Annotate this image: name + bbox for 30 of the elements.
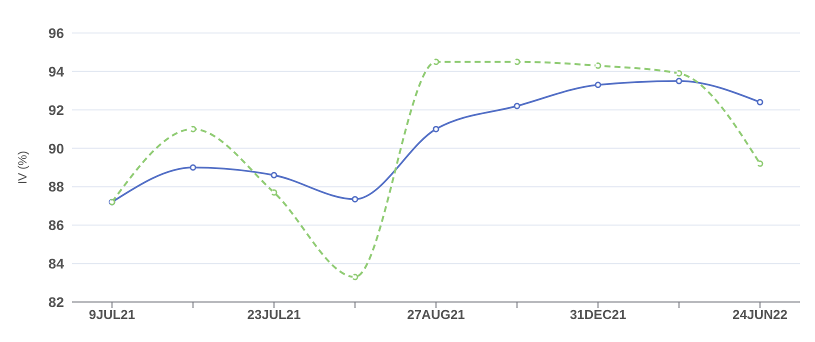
y-tick-label: 86	[48, 217, 64, 234]
point	[352, 196, 358, 202]
y-axis-title: IV (%)	[15, 150, 30, 184]
point	[190, 126, 196, 132]
point	[190, 164, 196, 171]
point	[270, 189, 278, 196]
y-tick-label: 96	[48, 24, 64, 41]
point	[514, 58, 520, 66]
x-tick-label: 27AUG21	[407, 307, 465, 322]
y-tick-label: 88	[48, 178, 64, 195]
y-tick-label: 82	[48, 294, 64, 310]
point	[756, 160, 764, 167]
point	[676, 70, 682, 77]
point	[432, 58, 440, 66]
x-tick-label: 23JUL21	[247, 307, 301, 322]
x-tick-label: 31DEC21	[570, 307, 626, 322]
x-tick-label: 9JUL21	[88, 307, 136, 322]
y-tick-label: 84	[48, 256, 64, 272]
point	[676, 78, 682, 84]
point	[756, 98, 764, 106]
point	[432, 126, 440, 132]
y-tick-label: 92	[48, 102, 64, 118]
point	[514, 102, 520, 110]
y-tick-label: 94	[48, 63, 64, 80]
x-tick-label: 24JUN22	[732, 307, 788, 322]
point	[594, 62, 602, 69]
point	[352, 274, 358, 280]
point	[270, 172, 278, 178]
y-tick-label: 90	[48, 140, 64, 156]
point	[594, 82, 602, 88]
